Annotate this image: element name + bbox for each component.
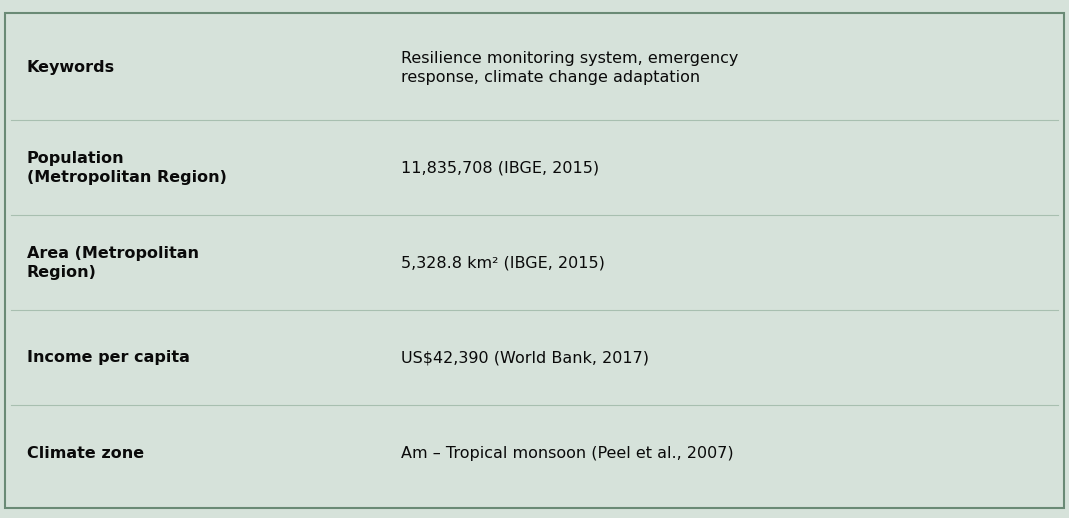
Text: Resilience monitoring system, emergency
response, climate change adaptation: Resilience monitoring system, emergency …: [401, 51, 739, 85]
Text: Keywords: Keywords: [27, 61, 114, 76]
Text: 5,328.8 km² (IBGE, 2015): 5,328.8 km² (IBGE, 2015): [401, 255, 605, 270]
Text: Am – Tropical monsoon (Peel et al., 2007): Am – Tropical monsoon (Peel et al., 2007…: [401, 447, 733, 461]
Text: Climate zone: Climate zone: [27, 447, 144, 461]
Text: Population
(Metropolitan Region): Population (Metropolitan Region): [27, 151, 227, 185]
Text: Income per capita: Income per capita: [27, 350, 189, 365]
Text: US$42,390 (World Bank, 2017): US$42,390 (World Bank, 2017): [401, 350, 649, 365]
Text: Area (Metropolitan
Region): Area (Metropolitan Region): [27, 246, 199, 280]
Text: 11,835,708 (IBGE, 2015): 11,835,708 (IBGE, 2015): [401, 160, 599, 175]
